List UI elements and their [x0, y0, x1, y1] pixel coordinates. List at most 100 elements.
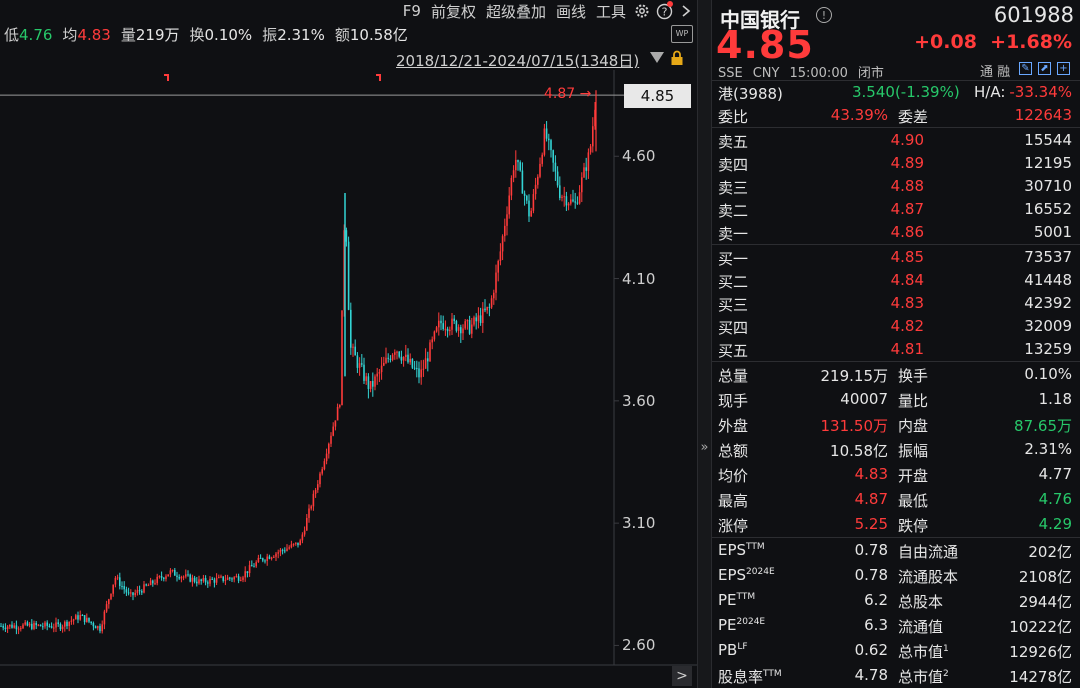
candle-body [0, 625, 2, 627]
candle-body [361, 363, 363, 365]
stat-label: 最高 [718, 492, 749, 510]
dropdown-caret-icon[interactable] [650, 52, 664, 63]
kline-chart-canvas[interactable] [0, 0, 697, 688]
toolbar-tools-button[interactable]: 工具 [595, 2, 626, 21]
candle-body [75, 615, 77, 620]
candle-body [594, 109, 596, 127]
day-stats-line: 低4.76 均4.83 量219万 换0.10% 振2.31% 额10.58亿 [4, 24, 408, 45]
stat-value: 4.83 [854, 465, 888, 483]
bid-level-row[interactable]: 买三 4.83 42392 [712, 292, 1080, 315]
edit-icon[interactable]: ✎ [1019, 62, 1032, 75]
toolbar-f9-button[interactable]: F9 [402, 2, 421, 20]
candle-body [248, 565, 251, 574]
candle-body [310, 506, 312, 509]
candle-body [576, 202, 579, 204]
candle-body [15, 625, 18, 630]
candle-body [517, 159, 519, 163]
candle-body [347, 241, 350, 310]
metric-value: 6.2 [864, 591, 888, 609]
bid-level-row[interactable]: 买二 4.84 41448 [712, 269, 1080, 292]
candle-body [508, 195, 510, 215]
panel-divider[interactable]: » [697, 0, 712, 688]
ask-level-label: 卖五 [718, 133, 749, 151]
weibi-row: 委比 43.39% 委差 122643 [718, 106, 1072, 126]
candle-body [319, 473, 321, 485]
candle-body [442, 323, 444, 330]
toolbar-overlay-button[interactable]: 超级叠加 [485, 2, 546, 21]
candle-body [64, 621, 66, 627]
chevron-right-icon[interactable] [675, 0, 697, 22]
wp-icon[interactable]: WP [671, 25, 693, 43]
candle-body [343, 230, 345, 311]
popout-icon[interactable]: ⬈ [1038, 62, 1051, 75]
candle-body [17, 628, 20, 630]
candle-body [352, 346, 354, 348]
current-price-tag: 4.85 [624, 84, 691, 109]
candle-body [108, 599, 110, 605]
candle-body [28, 623, 31, 626]
lock-icon[interactable] [670, 50, 684, 66]
candle-body [334, 420, 337, 427]
hk-price: 3.540(-1.39%) [852, 83, 960, 101]
market-meta-line: SSE CNY 15:00:00 闭市 [718, 62, 894, 81]
ask-level-row[interactable]: 卖三 4.88 30710 [712, 175, 1080, 198]
bid-level-row[interactable]: 买四 4.82 32009 [712, 315, 1080, 338]
candle-body [103, 611, 106, 625]
stat-row: 现手 40007 量比 1.18 [712, 388, 1080, 411]
candle-body [292, 543, 295, 545]
metric-value: 6.3 [864, 616, 888, 634]
candle-body [288, 547, 290, 549]
candle-body [242, 577, 244, 580]
candle-body [435, 327, 438, 332]
candle-body [578, 192, 581, 204]
y-axis-tick-label: 2.60 [622, 636, 656, 655]
info-icon[interactable]: ! [816, 7, 832, 23]
bid-level-label: 买五 [718, 342, 749, 360]
candle-body [455, 321, 458, 331]
candle-body [220, 576, 222, 578]
candle-body [72, 619, 75, 621]
candle-body [42, 626, 44, 628]
stat-row: 外盘 131.50万 内盘 87.65万 [712, 413, 1080, 436]
candle-body [156, 576, 158, 584]
candle-body [574, 201, 576, 203]
toolbar-fuquan-button[interactable]: 前复权 [430, 2, 476, 21]
help-icon[interactable]: ? [653, 0, 675, 22]
candle-body [138, 590, 141, 592]
toolbar-draw-line-button[interactable]: 画线 [555, 2, 586, 21]
ask-level-row[interactable]: 卖四 4.89 12195 [712, 152, 1080, 175]
collapse-panel-icon[interactable]: » [700, 440, 709, 455]
metric-label: 总股本 [898, 593, 944, 611]
candle-body [257, 557, 260, 563]
candle-body [394, 352, 396, 355]
candle-body [537, 176, 539, 185]
date-range-selector[interactable]: 2018/12/21-2024/07/15(1348日) [396, 52, 640, 70]
candle-body [81, 615, 84, 617]
ask-level-row[interactable]: 卖一 4.86 5001 [712, 221, 1080, 244]
bid-level-label: 买一 [718, 250, 749, 268]
bid-level-row[interactable]: 买五 4.81 13259 [712, 338, 1080, 361]
candle-body [152, 580, 154, 584]
candle-body [286, 548, 288, 552]
kline-chart-pane[interactable]: F9 前复权 超级叠加 画线 工具 ? 低4.76 均4.83 量219万 换0.10… [0, 0, 697, 688]
divider-line [712, 244, 1080, 245]
stat-item: 均4.83 [62, 26, 110, 44]
hk-quote-row[interactable]: 港(3988) 3.540(-1.39%) H/A: -33.34% [718, 83, 1072, 103]
candle-body [237, 576, 240, 581]
last-price: 4.85 [716, 23, 814, 67]
bid-level-row[interactable]: 买一 4.85 73537 [712, 246, 1080, 269]
candle-body [446, 328, 449, 332]
metric-value: 10222亿 [1009, 618, 1072, 636]
ask-level-row[interactable]: 卖五 4.90 15544 [712, 129, 1080, 152]
ask-level-row[interactable]: 卖二 4.87 16552 [712, 198, 1080, 221]
candle-body [209, 578, 211, 584]
candle-body [475, 317, 477, 322]
add-icon[interactable]: + [1057, 62, 1070, 75]
margin-trading-label: 通 融 [980, 65, 1011, 80]
divider-line [712, 361, 1080, 362]
scroll-right-button[interactable]: > [672, 666, 692, 686]
gear-icon[interactable] [631, 0, 653, 22]
candle-body [169, 570, 172, 575]
candle-body [328, 443, 330, 454]
candle-body [418, 368, 420, 378]
